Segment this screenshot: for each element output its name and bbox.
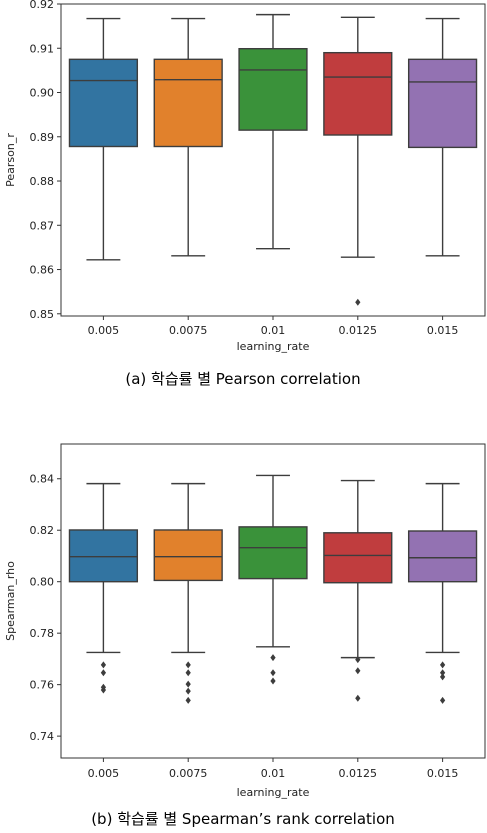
outlier-point <box>355 298 361 306</box>
box-0.005 <box>68 17 139 261</box>
outlier-point <box>270 654 276 662</box>
box-iqr <box>153 58 223 148</box>
y-tick-label: 0.92 <box>30 0 55 11</box>
x-tick-label: 0.0075 <box>169 767 208 780</box>
outlier-point <box>439 696 446 704</box>
outlier-point <box>185 680 191 688</box>
outlier-point <box>439 673 446 681</box>
box-iqr <box>323 532 393 584</box>
outlier-point <box>439 661 446 669</box>
x-tick-label: 0.0075 <box>169 324 208 337</box>
x-axis-label-spearman: learning_rate <box>237 786 310 799</box>
box-iqr <box>407 530 478 583</box>
box-0.01 <box>238 13 308 250</box>
x-tick-label: 0.01 <box>261 767 286 780</box>
y-tick-label: 0.76 <box>30 679 55 692</box>
y-tick-label: 0.74 <box>30 730 55 743</box>
outlier-point <box>185 696 191 704</box>
box-iqr <box>153 529 223 582</box>
y-tick-label: 0.86 <box>30 264 55 277</box>
x-tick-label: 0.0125 <box>339 324 378 337</box>
outlier-point <box>185 661 191 669</box>
outlier-point <box>355 667 361 675</box>
y-tick-label: 0.91 <box>30 42 55 55</box>
x-tick-label: 0.0125 <box>339 767 378 780</box>
outlier-point <box>439 669 446 677</box>
panel-spearman: 0.74 0.76 0.78 0.80 0.82 0.84 0.005 0.0075 0.01… <box>4 443 486 828</box>
y-tick-label: 0.82 <box>30 524 55 537</box>
box-0.0125 <box>323 479 393 702</box>
y-tick-label: 0.84 <box>30 473 55 486</box>
x-tick-label: 0.01 <box>261 324 286 337</box>
box-0.0125 <box>323 16 393 306</box>
box-iqr <box>238 47 308 131</box>
y-axis-label-pearson: Pearson_r <box>4 133 17 187</box>
outlier-point <box>185 669 191 677</box>
box-iqr <box>323 51 393 136</box>
x-tick-label: 0.015 <box>427 767 459 780</box>
y-tick-label: 0.80 <box>30 576 55 589</box>
box-0.0075 <box>153 482 223 704</box>
x-axis-label-pearson: learning_rate <box>237 340 310 353</box>
y-tick-label: 0.87 <box>30 219 55 232</box>
panel-pearson: 0.85 0.86 0.87 0.88 0.89 0.90 0.91 0.92 0.005 0.… <box>4 0 486 388</box>
caption-pearson: (a) 학습률 별 Pearson correlation <box>125 370 360 388</box>
box-0.015 <box>407 17 478 257</box>
y-tick-label: 0.78 <box>30 627 55 640</box>
box-iqr <box>68 529 139 583</box>
outlier-point <box>270 677 276 685</box>
x-tick-label: 0.005 <box>88 324 120 337</box>
y-tick-label: 0.88 <box>30 175 55 188</box>
outlier-point <box>185 687 191 695</box>
y-tick-label: 0.89 <box>30 131 55 144</box>
box-0.0075 <box>153 17 223 257</box>
outlier-point <box>100 669 107 677</box>
box-0.01 <box>238 474 308 685</box>
y-tick-label: 0.90 <box>30 87 55 100</box>
outlier-point <box>270 669 276 677</box>
outlier-point <box>355 694 361 702</box>
x-tick-label: 0.015 <box>427 324 459 337</box>
outlier-point <box>355 656 361 664</box>
box-iqr <box>68 58 139 148</box>
box-iqr <box>238 526 308 580</box>
x-tick-label: 0.005 <box>88 767 120 780</box>
box-iqr <box>407 58 478 149</box>
box-0.005 <box>68 482 139 694</box>
box-0.015 <box>407 482 478 704</box>
y-tick-label: 0.85 <box>30 308 55 321</box>
y-axis-label-spearman: Spearman_rho <box>4 561 17 641</box>
outlier-point <box>100 661 107 669</box>
outlier-point <box>100 686 107 694</box>
caption-spearman: (b) 학습률 별 Spearman’s rank correlation <box>91 810 395 828</box>
